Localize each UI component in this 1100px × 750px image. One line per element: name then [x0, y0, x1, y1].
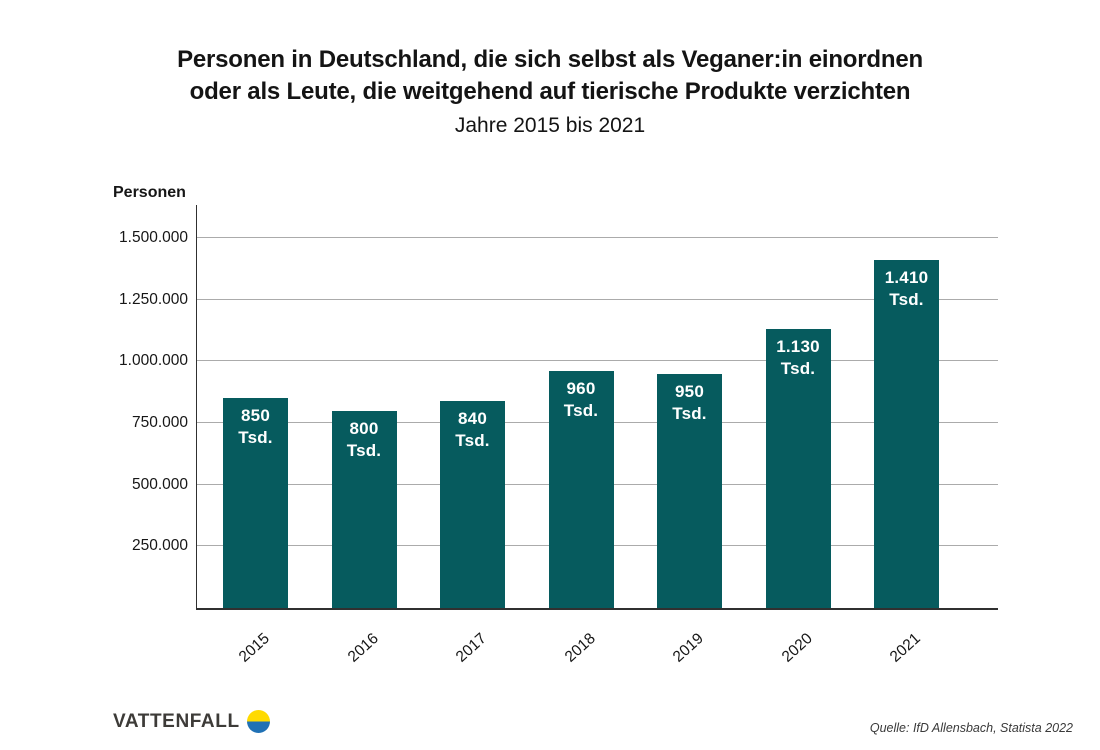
x-tick-label-2021: 2021 [886, 630, 924, 666]
chart-subtitle: Jahre 2015 bis 2021 [454, 114, 646, 137]
bar-value-label: 1.130 Tsd. [776, 337, 820, 379]
x-tick-label-2016: 2016 [344, 630, 382, 666]
gridline [197, 360, 998, 362]
y-tick-label: 750.000 [131, 414, 188, 432]
bar-value-label: 800 Tsd. [346, 418, 382, 460]
bar-2018: 960 Tsd. [548, 371, 614, 608]
source-attribution: Quelle: IfD Allensbach, Statista 2022 [869, 721, 1073, 735]
x-tick-label-2019: 2019 [669, 630, 707, 666]
bar-2019: 950 Tsd. [657, 373, 722, 608]
chart-title: Personen in Deutschland, die sich selbst… [0, 44, 1100, 108]
y-tick-label: 1.250.000 [119, 290, 188, 308]
gridline [197, 237, 998, 239]
plot-area: 850 Tsd. 800 Tsd. 840 Tsd. 960 Tsd. 950 Tsd. 1.130… [196, 205, 998, 610]
bar-value-label: 950 Tsd. [672, 381, 707, 423]
bar-value-label: 850 Tsd. [238, 406, 273, 448]
gridline [197, 298, 998, 300]
vattenfall-logo-icon [246, 710, 270, 733]
y-axis-title: Personen [113, 184, 186, 201]
bar-2017: 840 Tsd. [440, 400, 505, 608]
vattenfall-wordmark: VATTENFALL [113, 710, 240, 732]
bar-value-label: 840 Tsd. [455, 408, 490, 450]
bar-2021: 1.410 Tsd. [874, 260, 939, 608]
chart-title-line-2: oder als Leute, die weitgehend auf tieri… [189, 78, 911, 105]
vattenfall-logo: VATTENFALL [113, 710, 270, 733]
bar-2015: 850 Tsd. [223, 398, 288, 608]
y-tick-label: 250.000 [131, 537, 188, 555]
bar-value-label: 1.410 Tsd. [884, 268, 929, 310]
x-tick-label-2020: 2020 [778, 630, 816, 666]
y-tick-label: 500.000 [131, 475, 188, 493]
y-tick-label: 1.500.000 [119, 229, 188, 247]
y-tick-label: 1.000.000 [119, 352, 188, 370]
bar-2016: 800 Tsd. [331, 410, 397, 608]
bar-value-label: 960 Tsd. [563, 379, 599, 421]
chart-title-line-1: Personen in Deutschland, die sich selbst… [177, 46, 923, 73]
bar-2020: 1.130 Tsd. [765, 329, 831, 608]
header: Personen in Deutschland, die sich selbst… [0, 44, 1100, 138]
x-tick-label-2017: 2017 [452, 630, 490, 666]
x-tick-label-2018: 2018 [561, 630, 599, 666]
x-tick-label-2015: 2015 [235, 630, 273, 666]
